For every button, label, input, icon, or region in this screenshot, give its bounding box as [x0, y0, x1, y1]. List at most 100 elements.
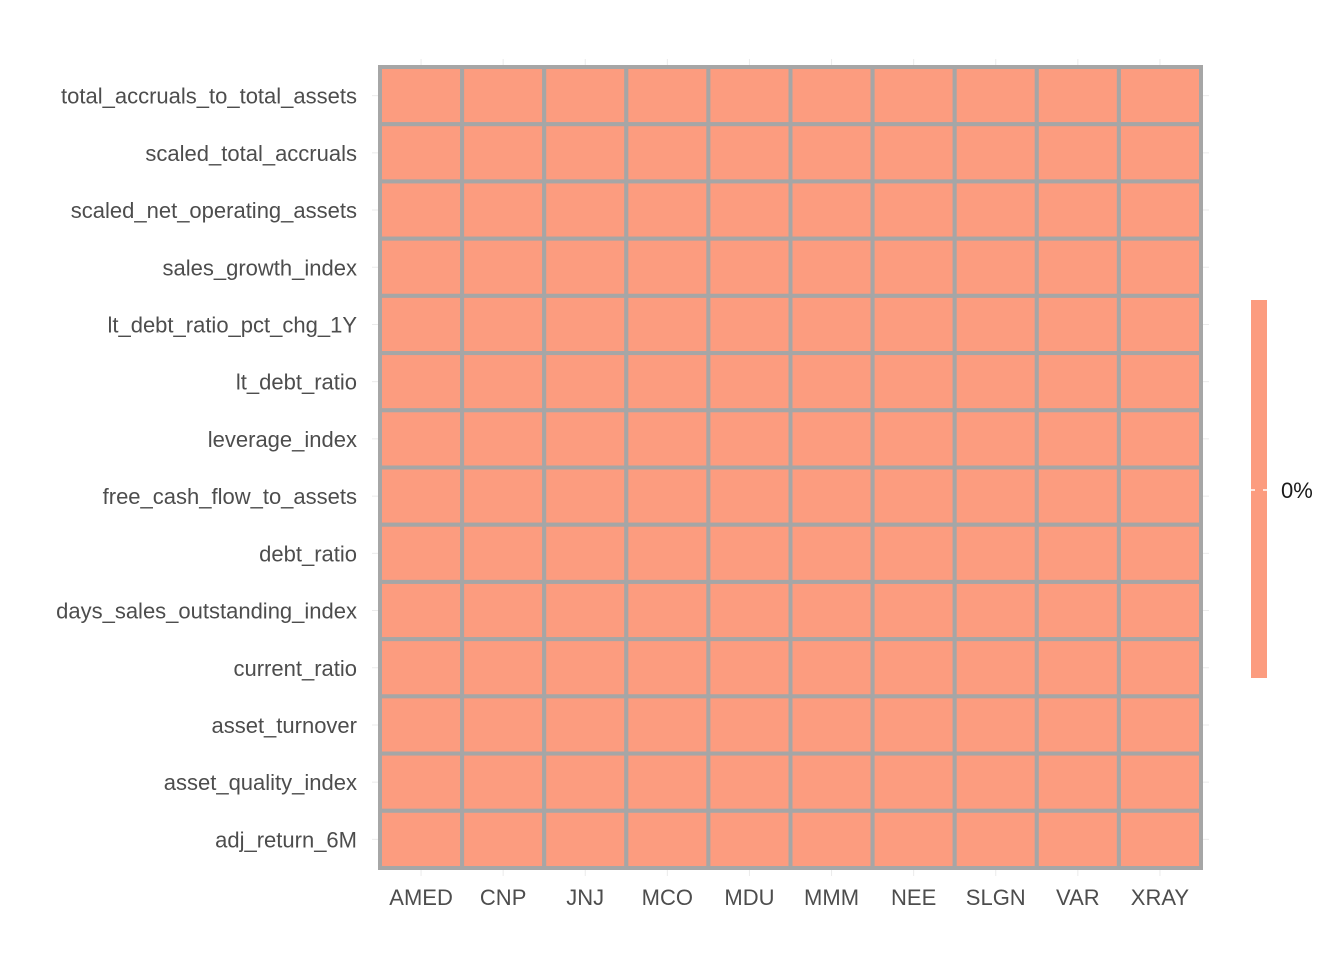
heatmap-cell	[706, 808, 793, 870]
heatmap-cell	[788, 351, 875, 413]
heatmap-cell	[542, 751, 629, 813]
x-tick-label: VAR	[1056, 885, 1100, 910]
heatmap-cell	[870, 808, 957, 870]
heatmap-cell	[542, 351, 629, 413]
heatmap-cell	[1116, 236, 1204, 298]
heatmap-cell	[1034, 579, 1121, 642]
heatmap-cell	[1116, 408, 1204, 470]
heatmap-cell	[706, 179, 793, 241]
heatmap-cell	[706, 579, 793, 642]
heatmap-cells	[378, 65, 1204, 870]
x-tick-label: SLGN	[966, 885, 1026, 910]
heatmap-cell	[706, 408, 793, 470]
x-tick-label: JNJ	[566, 885, 604, 910]
heatmap-cell	[1116, 808, 1204, 870]
heatmap-cell	[870, 465, 957, 527]
heatmap-cell	[460, 179, 547, 241]
heatmap-cell	[788, 293, 875, 356]
heatmap-cell	[460, 408, 547, 470]
heatmap-cell	[460, 808, 547, 870]
heatmap-cell	[706, 751, 793, 813]
heatmap-cell	[378, 579, 465, 642]
legend-colorbar	[1251, 300, 1267, 678]
heatmap-cell	[870, 293, 957, 356]
heatmap-cell	[460, 351, 547, 413]
heatmap-cell	[378, 808, 465, 870]
heatmap-cell	[788, 122, 875, 184]
heatmap-cell	[542, 65, 629, 127]
heatmap-cell	[624, 408, 711, 470]
heatmap-cell	[952, 293, 1039, 356]
heatmap-cell	[952, 65, 1039, 127]
heatmap-cell	[542, 694, 629, 756]
heatmap-cell	[870, 522, 957, 584]
legend: 0%	[1251, 300, 1313, 678]
heatmap-cell	[788, 236, 875, 298]
heatmap-cell	[1116, 579, 1204, 642]
heatmap-cell	[1034, 637, 1121, 699]
heatmap-cell	[1034, 293, 1121, 356]
heatmap-cell	[870, 751, 957, 813]
x-tick-label: AMED	[389, 885, 453, 910]
x-axis-labels: AMED CNP JNJ MCO MDU MMM NEE SLGN VAR XRAY	[389, 885, 1189, 910]
heatmap-cell	[788, 751, 875, 813]
heatmap-cell	[624, 465, 711, 527]
heatmap-cell	[1034, 236, 1121, 298]
heatmap-cell	[870, 65, 957, 127]
heatmap-cell	[624, 179, 711, 241]
heatmap-cell	[1116, 637, 1204, 699]
heatmap-cell	[870, 637, 957, 699]
y-tick-label: asset_turnover	[211, 713, 357, 738]
heatmap-cell	[624, 122, 711, 184]
x-tick-label: MCO	[642, 885, 693, 910]
heatmap-cell	[706, 637, 793, 699]
heatmap-cell	[952, 236, 1039, 298]
heatmap-cell	[788, 808, 875, 870]
heatmap-cell	[624, 351, 711, 413]
heatmap-cell	[1034, 351, 1121, 413]
y-tick-label: adj_return_6M	[215, 827, 357, 852]
heatmap-cell	[788, 579, 875, 642]
heatmap-cell	[624, 293, 711, 356]
heatmap-cell	[542, 579, 629, 642]
heatmap-cell	[1116, 694, 1204, 756]
heatmap-cell	[542, 236, 629, 298]
y-tick-label: asset_quality_index	[164, 770, 357, 795]
heatmap-cell	[788, 522, 875, 584]
heatmap-cell	[870, 579, 957, 642]
y-tick-label: days_sales_outstanding_index	[56, 599, 357, 624]
heatmap-cell	[378, 351, 465, 413]
heatmap-cell	[542, 122, 629, 184]
y-tick-label: total_accruals_to_total_assets	[61, 84, 357, 109]
heatmap-cell	[788, 694, 875, 756]
y-tick-label: sales_growth_index	[163, 255, 357, 280]
y-tick-label: leverage_index	[208, 427, 357, 452]
y-tick-label: scaled_total_accruals	[145, 141, 357, 166]
heatmap-cell	[1034, 465, 1121, 527]
heatmap-cell	[378, 293, 465, 356]
heatmap-cell	[788, 179, 875, 241]
heatmap-cell	[870, 351, 957, 413]
heatmap-cell	[1116, 465, 1204, 527]
heatmap-cell	[952, 579, 1039, 642]
heatmap-cell	[952, 694, 1039, 756]
heatmap-cell	[870, 694, 957, 756]
heatmap-cell	[460, 293, 547, 356]
heatmap-cell	[460, 579, 547, 642]
heatmap-cell	[1034, 65, 1121, 127]
heatmap-cell	[706, 694, 793, 756]
heatmap-cell	[1116, 522, 1204, 584]
heatmap-cell	[460, 637, 547, 699]
heatmap-cell	[378, 236, 465, 298]
y-tick-label: free_cash_flow_to_assets	[103, 484, 357, 509]
heatmap-cell	[378, 694, 465, 756]
y-axis-labels: total_accruals_to_total_assets scaled_tot…	[56, 84, 357, 853]
heatmap-cell	[788, 65, 875, 127]
heatmap-cell	[542, 408, 629, 470]
heatmap-cell	[460, 236, 547, 298]
heatmap-cell	[378, 122, 465, 184]
heatmap-cell	[706, 122, 793, 184]
heatmap-cell	[460, 751, 547, 813]
heatmap-cell	[624, 522, 711, 584]
